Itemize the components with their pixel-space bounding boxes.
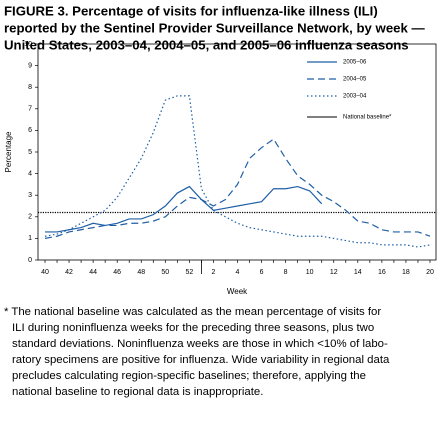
footnote: standard deviations. Noninfluenza weeks … — [12, 338, 388, 350]
x-tick-label: 46 — [113, 269, 121, 276]
y-tick-label: 4 — [28, 170, 32, 177]
x-tick-label: 16 — [378, 269, 386, 276]
footnote: precludes calculating region-specific ba… — [12, 370, 366, 382]
x-tick-label: 52 — [185, 269, 193, 276]
x-tick-label: 48 — [137, 269, 145, 276]
x-tick-label: 44 — [89, 269, 97, 276]
y-tick-label: 3 — [28, 192, 32, 199]
legend-label: 2003–04 — [343, 94, 367, 100]
legend-label: 2004–05 — [343, 77, 367, 83]
legend-label: National baseline* — [343, 115, 392, 121]
footnote: ratory specimens are positive for influe… — [12, 354, 390, 366]
x-tick-label: 2 — [211, 269, 215, 276]
y-axis-label: Percentage — [4, 131, 13, 172]
footnote: national baseline to regional data is in… — [12, 386, 263, 398]
x-tick-label: 8 — [284, 269, 288, 276]
y-tick-label: 7 — [28, 106, 32, 113]
chart-title: reported by the Sentinel Provider Survei… — [4, 20, 425, 35]
x-tick-label: 6 — [260, 269, 264, 276]
x-tick-label: 20 — [426, 269, 434, 276]
x-tick-label: 12 — [330, 269, 338, 276]
x-tick-label: 42 — [65, 269, 73, 276]
y-tick-label: 10 — [24, 41, 32, 48]
y-tick-label: 1 — [28, 235, 32, 242]
x-tick-label: 14 — [354, 269, 362, 276]
x-tick-label: 10 — [306, 269, 314, 276]
y-tick-label: 6 — [28, 127, 32, 134]
x-tick-label: 40 — [41, 269, 49, 276]
y-tick-label: 5 — [28, 149, 32, 156]
y-tick-label: 9 — [28, 62, 32, 69]
y-tick-label: 8 — [28, 84, 32, 91]
series-line — [44, 138, 431, 239]
y-tick-label: 0 — [28, 257, 32, 264]
series-line — [45, 185, 323, 233]
chart-title: United States, 2003–04, 2004–05, and 200… — [4, 37, 409, 52]
legend-label: 2005–06 — [343, 60, 367, 66]
chart-title: FIGURE 3. Percentage of visits for influ… — [4, 3, 378, 18]
x-tick-label: 18 — [402, 269, 410, 276]
footnote: * The national baseline was calculated a… — [4, 306, 381, 318]
plot-frame — [37, 43, 437, 261]
x-tick-label: 50 — [161, 269, 169, 276]
x-axis-label: Week — [227, 287, 248, 296]
footnote: ILI during noninfluenza weeks for the pr… — [12, 322, 374, 334]
y-tick-label: 2 — [28, 214, 32, 221]
x-tick-label: 4 — [236, 269, 240, 276]
